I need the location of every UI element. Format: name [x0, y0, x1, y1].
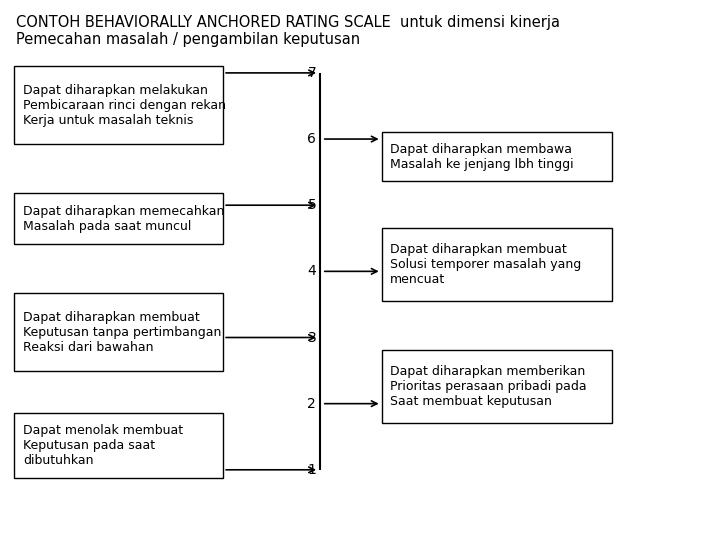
FancyBboxPatch shape [382, 132, 612, 181]
Text: Dapat diharapkan membuat
Solusi temporer masalah yang
mencuat: Dapat diharapkan membuat Solusi temporer… [390, 243, 582, 286]
Text: 1: 1 [307, 463, 316, 477]
FancyBboxPatch shape [382, 228, 612, 301]
FancyBboxPatch shape [14, 66, 223, 144]
FancyBboxPatch shape [14, 293, 223, 372]
FancyBboxPatch shape [14, 413, 223, 478]
Text: 5: 5 [307, 198, 316, 212]
Text: Dapat diharapkan membuat
Keputusan tanpa pertimbangan
Reaksi dari bawahan: Dapat diharapkan membuat Keputusan tanpa… [23, 310, 222, 354]
Text: 7: 7 [307, 66, 316, 80]
FancyBboxPatch shape [382, 350, 612, 422]
Text: 6: 6 [307, 132, 316, 146]
Text: Dapat diharapkan membawa
Masalah ke jenjang lbh tinggi: Dapat diharapkan membawa Masalah ke jenj… [390, 143, 574, 171]
Text: Dapat menolak membuat
Keputusan pada saat
dibutuhkan: Dapat menolak membuat Keputusan pada saa… [23, 424, 183, 467]
Text: Dapat diharapkan memecahkan
Masalah pada saat muncul: Dapat diharapkan memecahkan Masalah pada… [23, 205, 225, 233]
Text: Pemecahan masalah / pengambilan keputusan: Pemecahan masalah / pengambilan keputusa… [16, 32, 360, 48]
Text: Dapat diharapkan memberikan
Prioritas perasaan pribadi pada
Saat membuat keputus: Dapat diharapkan memberikan Prioritas pe… [390, 364, 587, 408]
Text: CONTOH BEHAVIORALLY ANCHORED RATING SCALE  untuk dimensi kinerja: CONTOH BEHAVIORALLY ANCHORED RATING SCAL… [16, 15, 560, 30]
Text: 4: 4 [307, 265, 316, 278]
Text: 2: 2 [307, 397, 316, 410]
FancyBboxPatch shape [14, 193, 223, 244]
Text: 3: 3 [307, 330, 316, 345]
Text: Dapat diharapkan melakukan
Pembicaraan rinci dengan rekan
Kerja untuk masalah te: Dapat diharapkan melakukan Pembicaraan r… [23, 84, 226, 127]
